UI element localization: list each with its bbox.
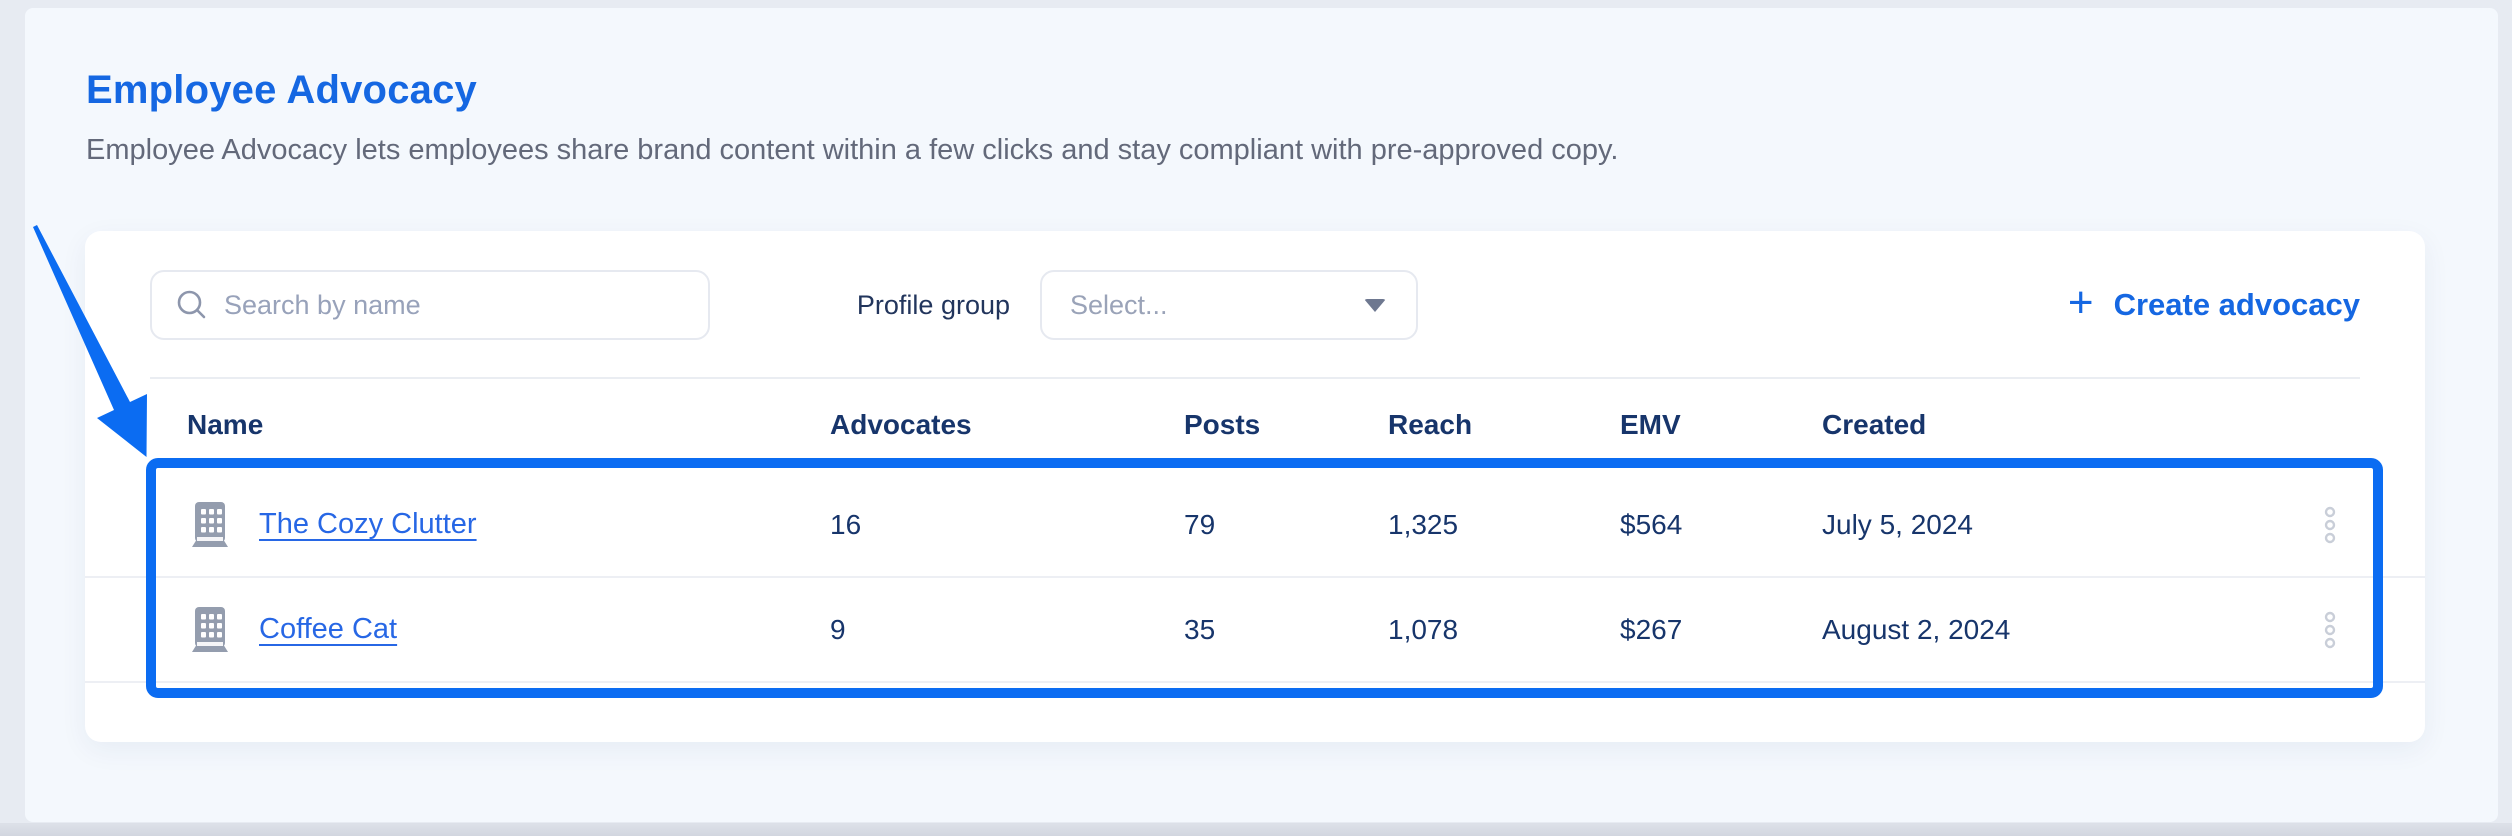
reach-value: 1,078 bbox=[1388, 613, 1459, 645]
plus-icon: + bbox=[2067, 278, 2094, 327]
toolbar-divider bbox=[150, 377, 2360, 379]
advocacy-card: Profile group Select... + Create advocac… bbox=[85, 231, 2425, 742]
advocates-value: 16 bbox=[830, 508, 862, 540]
posts-value: 35 bbox=[1184, 613, 1216, 645]
emv-value: $267 bbox=[1620, 613, 1683, 645]
posts-value: 79 bbox=[1184, 508, 1216, 540]
column-header-name[interactable]: Name bbox=[187, 409, 264, 440]
page-subtitle: Employee Advocacy lets employees share b… bbox=[86, 134, 1619, 166]
search-input[interactable] bbox=[224, 289, 654, 321]
building-icon bbox=[192, 501, 228, 547]
window-bottom-edge bbox=[0, 823, 2512, 836]
reach-value: 1,325 bbox=[1388, 508, 1459, 540]
created-value: July 5, 2024 bbox=[1822, 508, 1973, 540]
select-placeholder: Select... bbox=[1070, 289, 1168, 320]
search-input-wrapper[interactable] bbox=[150, 270, 710, 340]
search-icon bbox=[177, 290, 206, 319]
column-header-reach[interactable]: Reach bbox=[1388, 409, 1473, 440]
page-title: Employee Advocacy bbox=[86, 68, 477, 112]
advocacy-name-link[interactable]: Coffee Cat bbox=[259, 613, 398, 645]
row-menu-icon[interactable] bbox=[2323, 473, 2337, 576]
column-header-created[interactable]: Created bbox=[1822, 409, 1927, 440]
profile-group-select[interactable]: Select... bbox=[1040, 270, 1418, 340]
row-menu-icon[interactable] bbox=[2323, 578, 2337, 681]
table-row: Coffee Cat 9 35 1,078 $267 August 2, 202… bbox=[85, 578, 2425, 683]
chevron-down-icon bbox=[1364, 298, 1386, 312]
table-header: Name Advocates Posts Reach EMV Created bbox=[85, 377, 2425, 473]
advocacy-name-link[interactable]: The Cozy Clutter bbox=[259, 508, 477, 540]
advocates-value: 9 bbox=[830, 613, 846, 645]
table-row: The Cozy Clutter 16 79 1,325 $564 July 5… bbox=[85, 473, 2425, 578]
column-header-emv[interactable]: EMV bbox=[1620, 409, 1681, 440]
building-icon bbox=[192, 606, 228, 652]
emv-value: $564 bbox=[1620, 508, 1683, 540]
create-advocacy-button[interactable]: + Create advocacy bbox=[2068, 270, 2360, 340]
created-value: August 2, 2024 bbox=[1822, 613, 2011, 645]
column-header-posts[interactable]: Posts bbox=[1184, 409, 1261, 440]
profile-group-label: Profile group bbox=[856, 289, 1010, 320]
create-advocacy-label: Create advocacy bbox=[2113, 287, 2360, 322]
column-header-advocates[interactable]: Advocates bbox=[830, 409, 972, 440]
